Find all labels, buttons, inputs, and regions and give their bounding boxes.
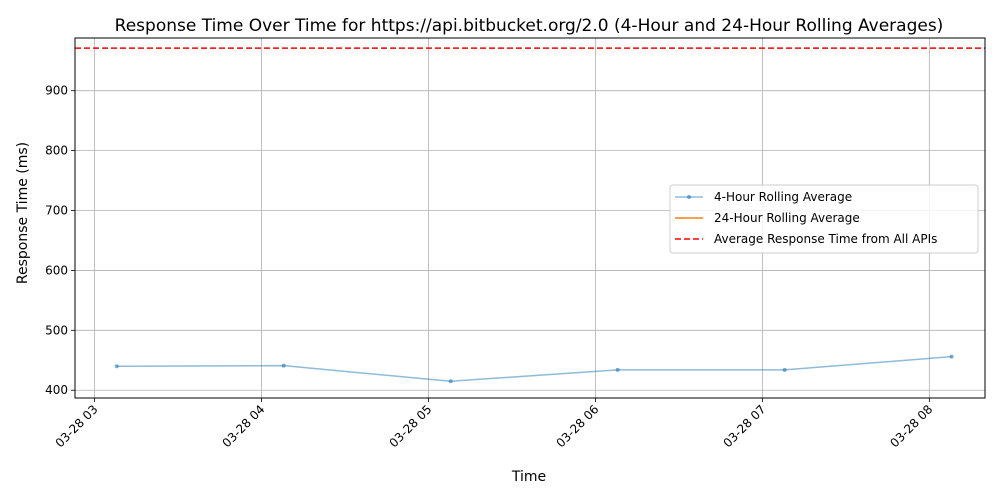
x-axis-ticks: 03-28 03 03-28 04 03-28 05 03-28 06 03-28 07… — [53, 398, 935, 450]
axes-frame — [74, 37, 986, 399]
y-tick-label: 500 — [45, 323, 68, 337]
series-4h-rolling-point — [782, 367, 787, 372]
legend-marker — [687, 195, 691, 199]
legend-box — [669, 184, 979, 254]
y-tick-label: 700 — [45, 204, 68, 218]
x-tick-label: 03-28 06 — [553, 402, 601, 450]
chart-title: Response Time Over Time for https://api.… — [115, 16, 944, 36]
x-tick-label: 03-28 04 — [220, 402, 268, 450]
legend: 4-Hour Rolling Average 24-Hour Rolling Av… — [669, 184, 979, 254]
series-4h-rolling-point — [615, 367, 620, 372]
x-tick-label: 03-28 03 — [53, 402, 101, 450]
y-axis-ticks: 400 500 600 700 800 900 — [45, 84, 75, 397]
y-tick-label: 400 — [45, 383, 68, 397]
x-axis-title: Time — [511, 469, 546, 485]
y-tick-label: 900 — [45, 84, 68, 98]
series-4h-rolling-point — [114, 364, 119, 369]
legend-label: 4-Hour Rolling Average — [714, 190, 852, 204]
x-tick-label: 03-28 08 — [887, 402, 935, 450]
x-tick-label: 03-28 05 — [386, 402, 434, 450]
y-axis-title: Response Time (ms) — [15, 142, 31, 284]
series-4h-rolling-point — [949, 354, 954, 359]
series-4h-rolling-point — [448, 379, 453, 384]
series-4h-rolling-point — [281, 363, 286, 368]
legend-label: 24-Hour Rolling Average — [714, 211, 860, 225]
y-tick-label: 600 — [45, 263, 68, 277]
series-4h-rolling-line — [116, 355, 952, 382]
x-tick-label: 03-28 07 — [720, 402, 768, 450]
plot-area — [75, 47, 985, 384]
legend-label: Average Response Time from All APIs — [714, 232, 937, 246]
y-tick-label: 800 — [45, 144, 68, 158]
